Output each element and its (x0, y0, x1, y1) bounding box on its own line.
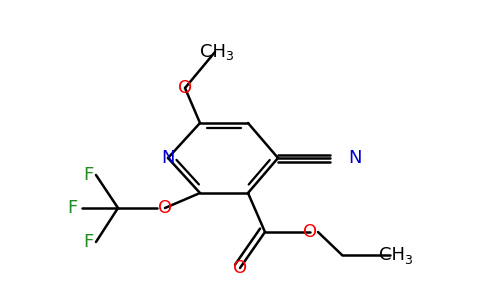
Text: O: O (158, 199, 172, 217)
Text: F: F (67, 199, 77, 217)
Text: O: O (233, 259, 247, 277)
Text: CH: CH (379, 246, 405, 264)
Text: O: O (178, 79, 192, 97)
Text: CH: CH (200, 43, 226, 61)
Text: N: N (161, 149, 175, 167)
Text: F: F (83, 233, 93, 251)
Text: N: N (348, 149, 362, 167)
Text: 3: 3 (225, 50, 233, 64)
Text: 3: 3 (404, 254, 412, 266)
Text: O: O (303, 223, 317, 241)
Text: F: F (83, 166, 93, 184)
